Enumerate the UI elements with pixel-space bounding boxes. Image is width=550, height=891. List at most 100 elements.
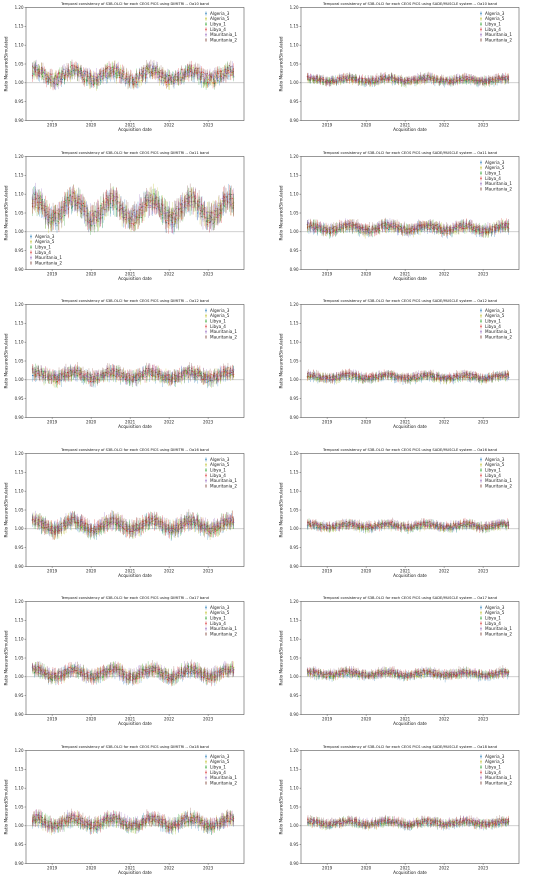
data-point	[68, 68, 70, 70]
data-point	[153, 74, 155, 76]
data-point	[226, 67, 228, 69]
data-point	[169, 74, 171, 76]
data-point	[129, 79, 131, 81]
data-point	[86, 71, 88, 73]
data-point	[69, 194, 71, 196]
data-point	[46, 74, 48, 76]
data-point	[221, 197, 223, 199]
data-point	[69, 73, 71, 75]
data-point	[353, 76, 355, 79]
y-axis-label: Ratio Measured/Simulated	[4, 36, 9, 91]
data-point	[170, 79, 172, 81]
data-point	[359, 77, 361, 79]
legend: Algeria_3Algeria_5Libya_1Libya_4Mauritan…	[480, 11, 512, 42]
data-point	[53, 82, 55, 84]
data-point	[318, 77, 321, 79]
data-point	[215, 205, 217, 207]
data-point	[81, 208, 83, 210]
data-point	[320, 79, 322, 81]
x-tick-label: 2020	[86, 271, 97, 276]
data-point	[33, 198, 35, 200]
data-point	[59, 75, 61, 77]
data-point	[186, 193, 188, 195]
data-point	[91, 223, 93, 225]
y-tick-label: 1.00	[15, 80, 24, 85]
data-point	[405, 80, 407, 82]
data-point	[97, 211, 99, 213]
data-point	[98, 81, 100, 83]
data-point	[140, 79, 142, 81]
data-point	[79, 206, 81, 208]
data-point	[192, 72, 194, 74]
data-point	[426, 74, 429, 76]
data-point	[331, 78, 334, 80]
data-point	[167, 211, 169, 213]
data-point	[150, 204, 152, 206]
data-point	[344, 76, 346, 78]
data-point	[65, 201, 67, 203]
data-point	[192, 74, 194, 76]
data-point	[346, 76, 348, 78]
data-point	[365, 79, 367, 81]
data-point	[47, 220, 49, 222]
data-point	[67, 208, 70, 210]
y-tick-label: 0.90	[15, 266, 24, 271]
x-tick-label: 2023	[478, 123, 489, 128]
data-point	[477, 79, 479, 81]
data-point	[451, 80, 453, 82]
data-point	[384, 74, 386, 76]
data-point	[392, 77, 394, 79]
data-point	[221, 75, 223, 77]
data-point	[470, 77, 472, 79]
data-point	[70, 200, 72, 202]
data-point	[164, 219, 167, 222]
data-point	[204, 72, 206, 74]
data-point	[499, 78, 501, 80]
data-point	[219, 70, 222, 72]
data-point	[139, 203, 141, 205]
data-point	[456, 76, 458, 78]
data-point	[54, 75, 56, 77]
y-tick-label: 1.00	[15, 229, 24, 234]
data-point	[186, 69, 189, 72]
data-point	[216, 78, 218, 80]
data-point	[214, 72, 216, 74]
data-point	[360, 80, 363, 82]
data-point	[501, 76, 503, 78]
y-tick-label: 1.10	[15, 191, 24, 196]
data-point	[494, 77, 497, 79]
data-point	[458, 76, 461, 78]
data-point	[506, 77, 508, 79]
data-point	[141, 76, 143, 78]
data-point	[315, 81, 318, 83]
data-point	[75, 196, 77, 199]
data-point	[54, 212, 56, 214]
data-point	[322, 80, 324, 82]
data-point	[56, 77, 59, 79]
data-point	[425, 79, 427, 81]
data-point	[88, 80, 90, 82]
data-point	[151, 73, 153, 75]
data-point	[212, 75, 214, 77]
x-tick-label: 2022	[439, 123, 450, 128]
data-point	[58, 221, 60, 224]
data-point	[198, 67, 200, 69]
data-point	[33, 66, 35, 68]
data-point	[351, 75, 354, 77]
data-point	[39, 196, 41, 198]
data-point	[106, 72, 109, 75]
data-point	[212, 214, 214, 216]
legend-marker-point	[205, 12, 207, 15]
data-point	[176, 214, 178, 216]
data-point	[33, 73, 35, 75]
data-point	[99, 213, 102, 215]
chart-svg: Temporal consistency of S3B-OLCI for eac…	[4, 2, 245, 132]
data-point	[377, 80, 379, 82]
data-point	[112, 70, 114, 72]
data-point	[425, 77, 427, 79]
data-point	[326, 79, 328, 81]
data-point	[52, 209, 54, 211]
data-point	[76, 74, 78, 76]
data-point	[65, 71, 67, 73]
data-point	[89, 211, 92, 213]
